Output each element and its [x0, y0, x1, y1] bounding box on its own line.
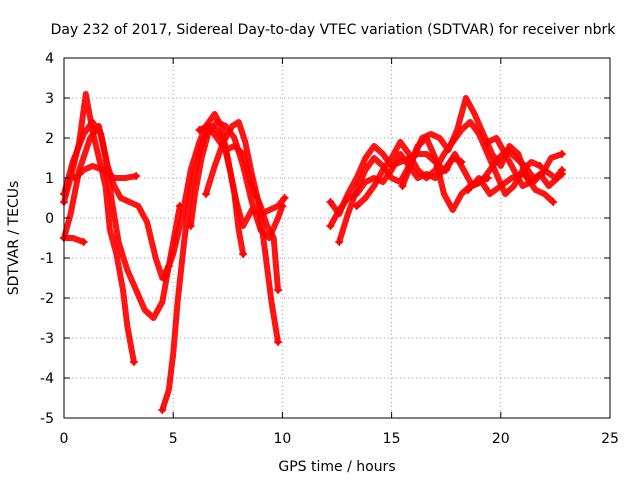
- series-pass-5: [61, 123, 183, 321]
- series-pass-10: [187, 119, 286, 241]
- series-point-marker: [557, 150, 566, 158]
- chart-title: Day 232 of 2017, Sidereal Day-to-day VTE…: [51, 22, 617, 38]
- series-point-marker: [132, 172, 141, 180]
- y-tick-label: -1: [40, 251, 54, 267]
- y-tick-label: 3: [45, 91, 54, 107]
- x-tick-label: 15: [383, 431, 401, 447]
- series-pass-8: [203, 119, 281, 345]
- series-point-marker: [160, 274, 169, 282]
- series-point-marker: [352, 202, 361, 210]
- y-axis-label: SDTVAR / TECUs: [6, 181, 22, 296]
- x-tick-label: 0: [60, 431, 69, 447]
- series-pass-18: [484, 135, 565, 189]
- y-tick-label: 2: [45, 131, 54, 147]
- axis-ticks: [63, 57, 611, 419]
- y-tick-label: -2: [40, 291, 54, 307]
- series-point-marker: [464, 186, 473, 194]
- series-point-marker: [557, 170, 566, 178]
- series-point-marker: [335, 238, 344, 246]
- x-tick-label: 5: [169, 431, 178, 447]
- series-point-marker: [280, 194, 289, 202]
- series-point-marker: [158, 406, 167, 414]
- series-point-marker: [186, 222, 195, 230]
- series-pass-4: [71, 163, 140, 181]
- y-tick-label: 4: [45, 51, 54, 67]
- y-tick-label: -3: [40, 331, 54, 347]
- x-tick-label: 25: [601, 431, 619, 447]
- series-point-marker: [239, 250, 248, 258]
- data-series: [60, 91, 566, 414]
- y-tick-label: 1: [45, 171, 54, 187]
- series-point-marker: [398, 182, 407, 190]
- series-point-marker: [129, 358, 138, 366]
- series-pass-9: [196, 123, 281, 293]
- series-point-marker: [483, 138, 492, 146]
- x-axis-label: GPS time / hours: [278, 459, 395, 475]
- series-point-marker: [201, 190, 210, 198]
- plot-frame: [63, 57, 611, 419]
- series-point-marker: [326, 198, 335, 206]
- y-tick-label: -5: [40, 411, 54, 427]
- x-tick-label: 20: [492, 431, 510, 447]
- series-point-marker: [79, 238, 88, 246]
- series-point-marker: [274, 338, 283, 346]
- series-pass-3: [61, 119, 172, 281]
- y-tick-labels: 4 3 2 1 0 -1 -2 -3 -4 -5: [40, 51, 54, 427]
- grid-lines: [64, 58, 610, 418]
- series-point-marker: [278, 202, 287, 210]
- series-point-marker: [195, 126, 204, 134]
- y-tick-label: 0: [45, 211, 54, 227]
- x-tick-labels: 0 5 10 15 20 25: [60, 431, 619, 447]
- series-point-marker: [536, 162, 545, 170]
- x-tick-label: 10: [273, 431, 291, 447]
- series-pass-7: [161, 111, 247, 281]
- series-point-marker: [274, 286, 283, 294]
- series-point-marker: [326, 222, 335, 230]
- y-tick-label: -4: [40, 371, 54, 387]
- series-point-marker: [442, 166, 451, 174]
- series-point-marker: [549, 198, 558, 206]
